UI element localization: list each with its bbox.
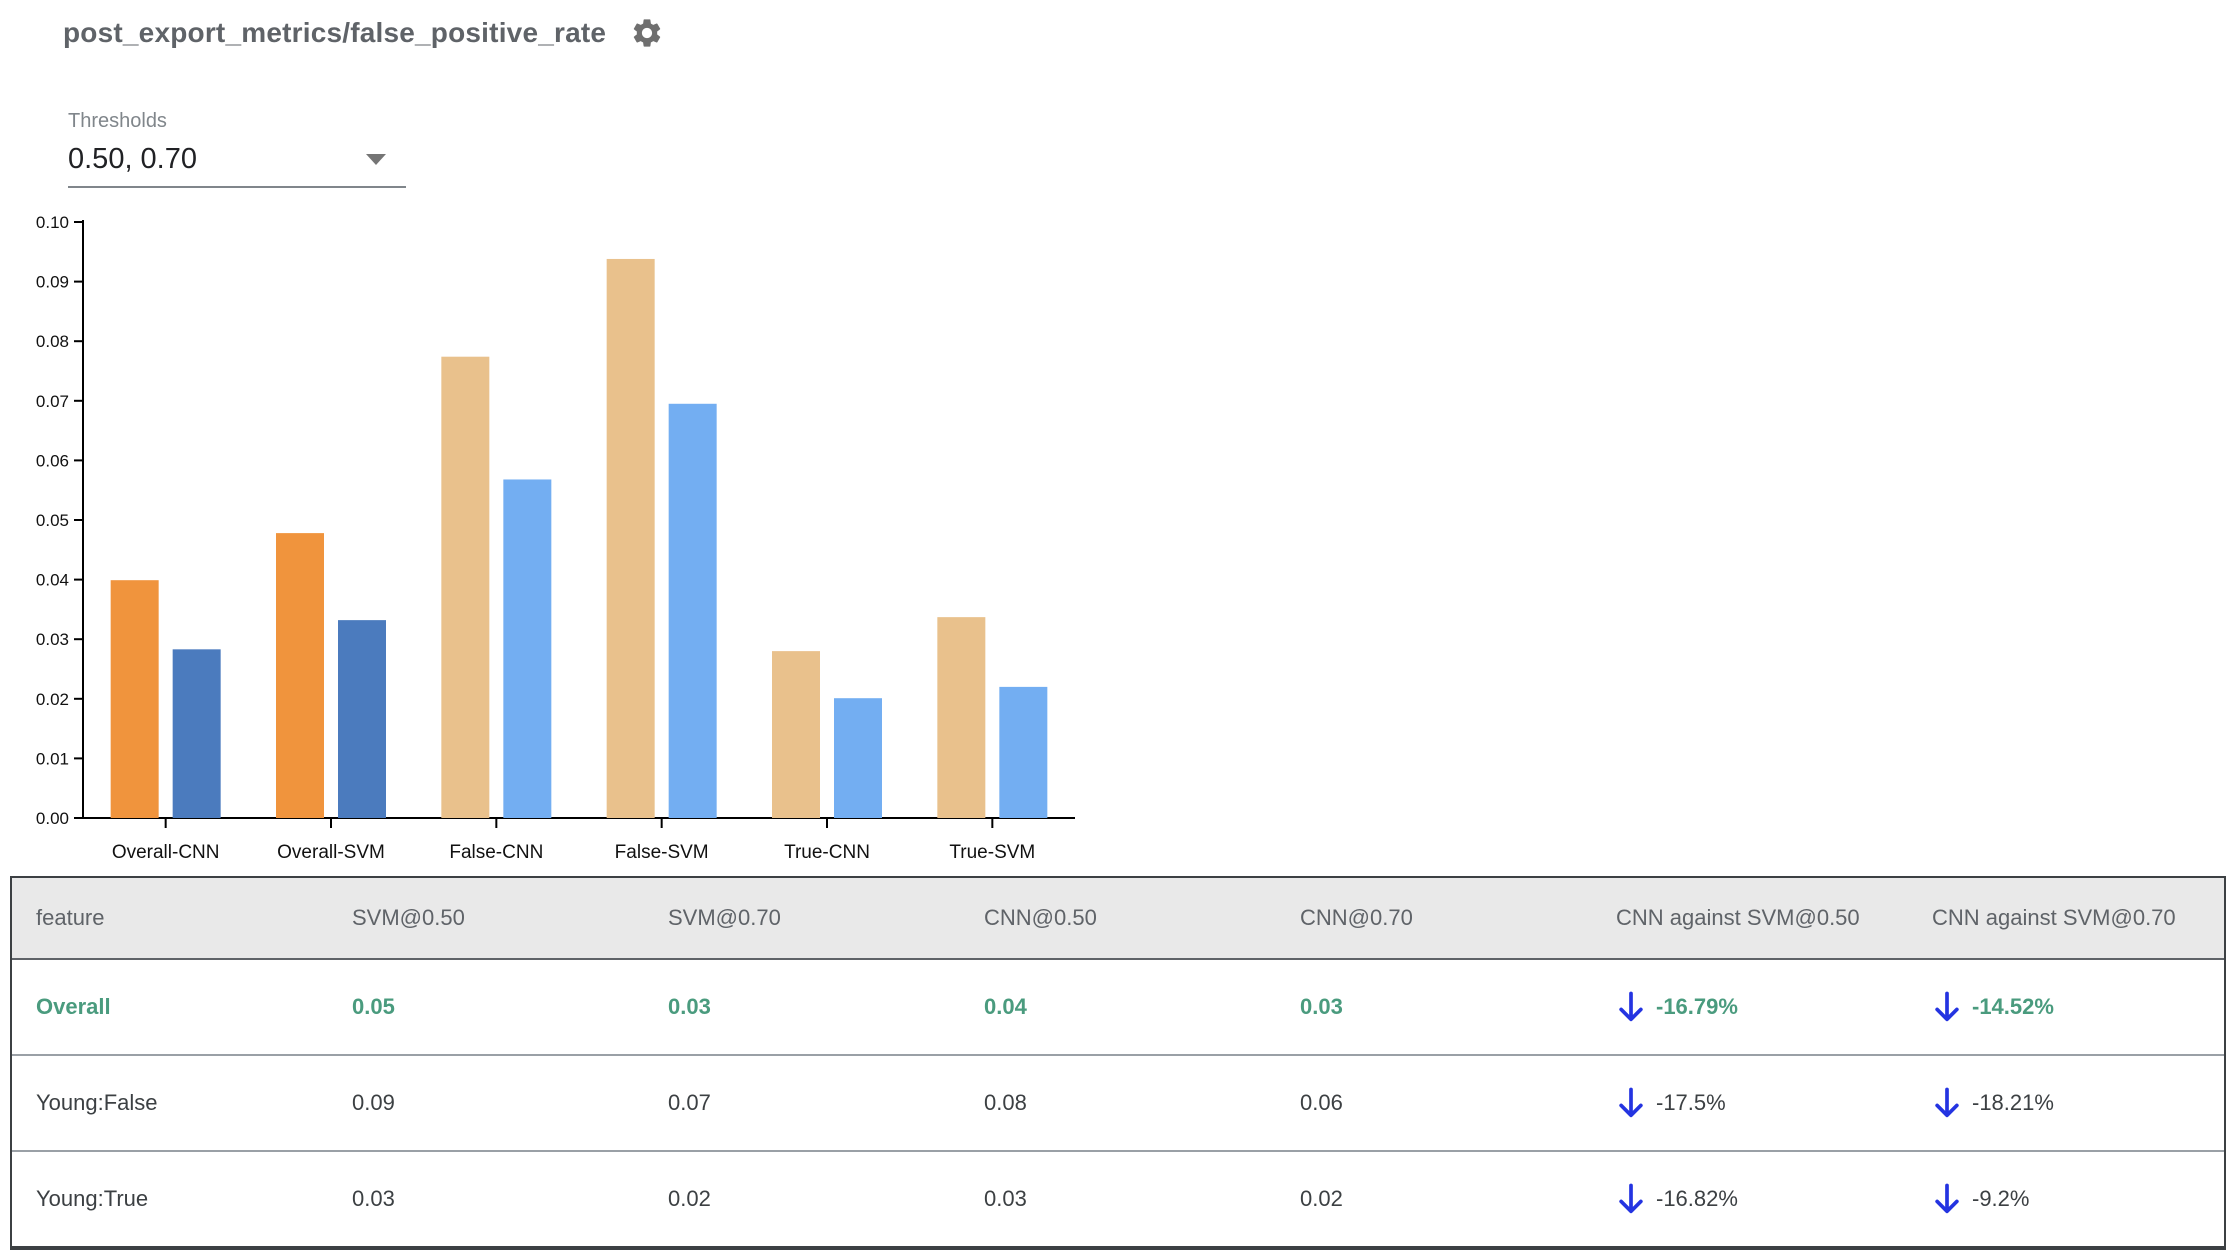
bar-Overall-CNN-threshold-0.50[interactable] (110, 580, 159, 818)
false-positive-rate-bar-chart: 0.00 0.01 0.02 0.03 0.04 0.05 0.06 0.07 0.08 0.09… (36, 213, 1075, 863)
value-cell: 0.02 (668, 1186, 711, 1211)
column-header-cnn-against-svm-0.50: CNN against SVM@0.50 (1616, 905, 1860, 930)
y-tick-label: 0.09 (36, 273, 69, 292)
column-header-cnn-0.70: CNN@0.70 (1300, 905, 1413, 930)
value-cell: 0.07 (668, 1090, 711, 1115)
feature-cell: Overall (36, 994, 111, 1019)
comparison-value: -16.82% (1656, 1186, 1738, 1211)
down-arrow-icon (1619, 1087, 1643, 1118)
y-tick-label: 0.05 (36, 511, 69, 530)
down-arrow-icon (1935, 1087, 1959, 1118)
table-row-young-true: Young:True 0.03 0.02 0.03 0.02 -16.82% -9.2% (12, 1152, 2224, 1246)
value-cell: 0.03 (668, 994, 711, 1019)
bar-True-CNN-threshold-0.50[interactable] (772, 651, 820, 818)
value-cell: 0.06 (1300, 1090, 1343, 1115)
comparison-value: -16.79% (1656, 994, 1738, 1019)
value-cell: 0.03 (352, 1186, 395, 1211)
table-row-young-false: Young:False 0.09 0.07 0.08 0.06 -17.5% -18.21% (12, 1056, 2224, 1152)
bar-Overall-SVM-threshold-0.70[interactable] (338, 620, 386, 818)
bar-False-SVM-threshold-0.50[interactable] (606, 258, 655, 818)
comparison-value: -14.52% (1972, 994, 2054, 1019)
y-tick-label: 0.08 (36, 332, 69, 351)
bar-True-SVM-threshold-0.70[interactable] (999, 686, 1048, 818)
bar-False-CNN-threshold-0.70[interactable] (503, 479, 552, 818)
thresholds-value: 0.50, 0.70 (68, 143, 197, 175)
column-header-feature: feature (36, 905, 105, 930)
comparison-cell: -9.2% (1908, 1152, 2224, 1246)
column-header-svm-0.70: SVM@0.70 (668, 905, 781, 930)
down-arrow-icon (1935, 991, 1959, 1022)
down-arrow-icon (1619, 1183, 1643, 1214)
comparison-value: -17.5% (1656, 1090, 1726, 1115)
value-cell: 0.04 (984, 994, 1027, 1019)
feature-cell: Young:False (36, 1090, 158, 1115)
y-tick-label: 0.04 (36, 571, 69, 590)
bar-True-SVM-threshold-0.50[interactable] (937, 617, 986, 818)
value-cell: 0.02 (1300, 1186, 1343, 1211)
y-tick-label: 0.07 (36, 392, 69, 411)
y-tick-label: 0.02 (36, 690, 69, 709)
y-tick-label: 0.01 (36, 749, 69, 768)
x-tick-label: Overall-CNN (112, 842, 220, 863)
down-arrow-icon (1935, 1183, 1959, 1214)
y-tick-label: 0.03 (36, 630, 69, 649)
gear-icon[interactable] (630, 16, 664, 50)
value-cell: 0.09 (352, 1090, 395, 1115)
bar-Overall-SVM-threshold-0.50[interactable] (276, 533, 324, 818)
down-arrow-icon (1619, 991, 1643, 1022)
column-header-svm-0.50: SVM@0.50 (352, 905, 465, 930)
x-tick-label: Overall-SVM (277, 842, 385, 863)
comparison-cell: -14.52% (1908, 960, 2224, 1054)
metrics-table: feature SVM@0.50 SVM@0.70 CNN@0.50 CNN@0.70 C… (10, 876, 2226, 1250)
feature-cell: Young:True (36, 1186, 149, 1211)
value-cell: 0.05 (352, 994, 395, 1019)
value-cell: 0.03 (1300, 994, 1343, 1019)
bar-False-CNN-threshold-0.50[interactable] (441, 356, 490, 818)
x-tick-label: False-SVM (615, 842, 709, 863)
table-header-row: feature SVM@0.50 SVM@0.70 CNN@0.50 CNN@0.70 C… (12, 878, 2224, 960)
column-header-cnn-against-svm-0.70: CNN against SVM@0.70 (1932, 905, 2176, 930)
comparison-cell: -18.21% (1908, 1056, 2224, 1150)
chevron-down-icon (366, 154, 386, 165)
y-tick-label: 0.06 (36, 451, 69, 470)
bar-True-CNN-threshold-0.70[interactable] (834, 698, 882, 818)
metric-header: post_export_metrics/false_positive_rate (63, 16, 664, 50)
column-header-cnn-0.50: CNN@0.50 (984, 905, 1097, 930)
value-cell: 0.08 (984, 1090, 1027, 1115)
comparison-value: -9.2% (1972, 1186, 2030, 1211)
comparison-value: -18.21% (1972, 1090, 2054, 1115)
thresholds-control: Thresholds 0.50, 0.70 (68, 110, 406, 188)
x-tick-label: True-SVM (949, 842, 1035, 863)
comparison-cell: -16.79% (1592, 960, 1908, 1054)
value-cell: 0.03 (984, 1186, 1027, 1211)
y-tick-label: 0.10 (36, 213, 69, 232)
y-tick-label: 0.00 (36, 809, 69, 828)
comparison-cell: -16.82% (1592, 1152, 1908, 1246)
x-tick-label: True-CNN (784, 842, 870, 863)
table-row-overall: Overall 0.05 0.03 0.04 0.03 -16.79% -14.52% (12, 960, 2224, 1056)
comparison-cell: -17.5% (1592, 1056, 1908, 1150)
thresholds-select[interactable]: 0.50, 0.70 (68, 141, 406, 188)
table-body: Overall 0.05 0.03 0.04 0.03 -16.79% -14.52% You… (12, 960, 2224, 1246)
thresholds-label: Thresholds (68, 110, 167, 132)
bar-False-SVM-threshold-0.70[interactable] (668, 403, 717, 818)
x-tick-label: False-CNN (449, 842, 543, 863)
bar-Overall-CNN-threshold-0.70[interactable] (172, 649, 221, 818)
page-title: post_export_metrics/false_positive_rate (63, 17, 607, 48)
